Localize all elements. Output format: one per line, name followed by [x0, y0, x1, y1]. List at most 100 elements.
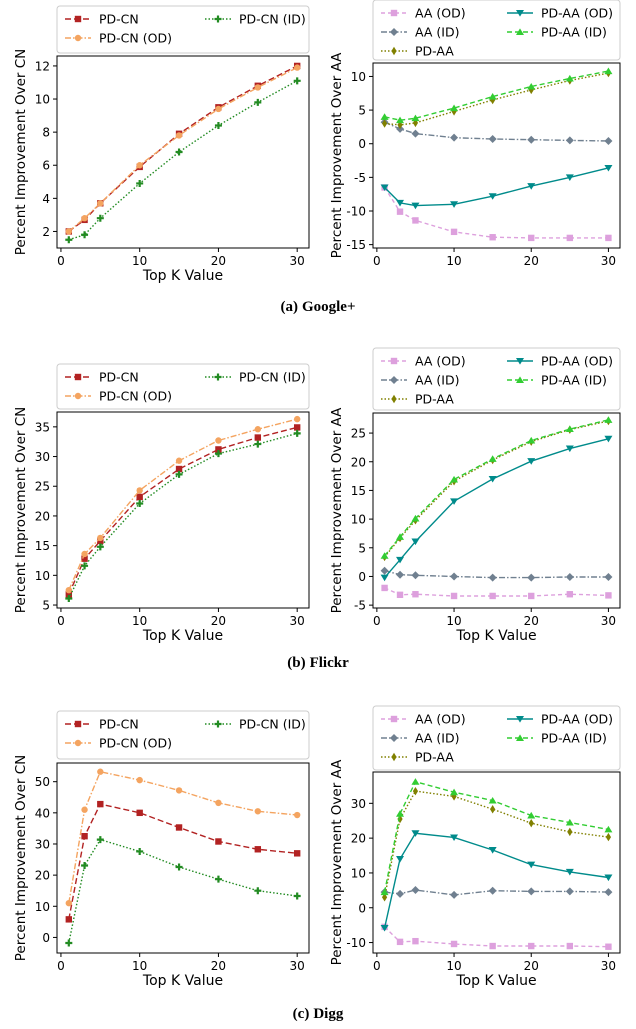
- x-tick-label: 0: [57, 959, 65, 973]
- data-point: [450, 890, 459, 899]
- y-tick-label: 4: [42, 192, 50, 206]
- chart-panel-google-cn: 0 10 20 30 2 4 6 8 10 12 Top K Value Percent Improv…: [13, 5, 310, 284]
- x-tick-label: 20: [211, 959, 226, 973]
- legend-entry-pd-cn: PD-CN: [65, 12, 139, 27]
- series-pd-cn-id: [65, 77, 301, 244]
- legend-marker: [391, 394, 397, 404]
- data-point: [175, 863, 183, 871]
- data-point: [488, 886, 497, 895]
- data-point: [254, 98, 262, 106]
- series-pd-aa-od: [380, 164, 613, 210]
- caption-c-label: (c): [292, 1006, 310, 1022]
- data-point: [412, 937, 419, 945]
- data-point: [215, 437, 222, 444]
- series-line: [68, 838, 298, 944]
- chart-panel-digg-aa: 0 10 20 30 -10 0 10 20 30 Top K Value Percent Impr…: [329, 705, 621, 989]
- y-tick-label: 40: [35, 806, 50, 820]
- data-point: [450, 201, 459, 208]
- series-line: [384, 70, 609, 121]
- data-point: [527, 135, 536, 144]
- data-point: [450, 104, 459, 112]
- data-point: [97, 800, 104, 808]
- legend: AA (OD) PD-AA (OD) AA (ID) PD-AA (ID) PD-AA: [372, 0, 621, 61]
- series-pd-aa-id: [380, 67, 613, 124]
- data-point: [380, 888, 389, 896]
- series-line: [68, 426, 298, 595]
- x-tick-label: 10: [132, 254, 147, 268]
- legend-entry-aa-od: AA (OD): [381, 6, 466, 21]
- data-point: [605, 234, 612, 242]
- series-line: [68, 432, 298, 599]
- data-point: [565, 425, 574, 433]
- data-point: [488, 796, 497, 804]
- data-point: [254, 426, 262, 433]
- data-point: [136, 493, 143, 501]
- data-point: [254, 808, 262, 815]
- legend: AA (OD) PD-AA (OD) AA (ID) PD-AA (ID) PD-AA: [372, 347, 621, 411]
- caption-c-text: Digg: [313, 1006, 344, 1022]
- data-point: [81, 555, 88, 562]
- legend-marker: [516, 734, 524, 741]
- legend-label: PD-CN: [99, 717, 139, 732]
- data-point: [565, 887, 574, 896]
- legend-marker: [214, 720, 222, 728]
- y-tick-label: 0: [358, 137, 366, 151]
- data-point: [81, 806, 88, 813]
- series-line: [384, 72, 609, 126]
- data-point: [450, 133, 459, 142]
- x-tick-label: 0: [57, 254, 65, 268]
- data-point: [380, 574, 389, 582]
- series-pd-cn: [65, 800, 301, 923]
- data-point: [96, 836, 104, 844]
- y-tick-label: 10: [35, 900, 50, 914]
- data-point: [605, 832, 612, 842]
- series-pd-aa-od: [380, 830, 613, 932]
- data-point: [527, 436, 536, 444]
- data-point: [65, 228, 73, 235]
- legend-marker: [390, 357, 398, 365]
- legend-label: PD-CN (ID): [239, 370, 306, 385]
- data-point: [411, 538, 420, 546]
- series-line: [68, 770, 298, 904]
- data-point: [81, 562, 89, 570]
- legend-marker: [214, 373, 222, 381]
- legend-entry-aa-id: AA (ID): [381, 731, 460, 746]
- data-point: [293, 424, 301, 431]
- legend-marker: [74, 34, 82, 42]
- data-point: [214, 122, 222, 130]
- legend-marker: [74, 373, 82, 381]
- legend-entry-pd-cn-od: PD-CN (OD): [65, 736, 172, 751]
- data-point: [215, 105, 222, 113]
- series-aa-od: [381, 923, 612, 950]
- y-tick-label: 8: [42, 126, 50, 140]
- series-aa-od: [381, 584, 612, 600]
- legend-marker: [390, 376, 398, 384]
- data-point: [136, 847, 144, 855]
- legend-label: PD-CN (OD): [99, 736, 172, 751]
- data-point: [396, 856, 405, 863]
- legend-label: PD-CN (OD): [99, 31, 172, 46]
- series-line: [384, 167, 609, 207]
- caption-b-text: Flickr: [309, 655, 349, 671]
- data-point: [380, 184, 389, 192]
- data-point: [97, 534, 104, 542]
- chart-panel-google-aa: 0 10 20 30 -15 -10 -5 0 5 10 Percent Improvement O…: [329, 0, 621, 268]
- y-tick-label: 10: [351, 866, 366, 880]
- data-point: [380, 552, 389, 559]
- y-axis-label: Percent Improvement Over AA: [329, 407, 345, 614]
- plot-frame: [372, 412, 621, 609]
- data-point: [450, 592, 458, 600]
- x-axis-label: Top K Value: [142, 268, 223, 284]
- y-tick-label: 25: [35, 480, 50, 494]
- series-pd-aa-od: [380, 435, 613, 582]
- data-point: [604, 874, 613, 882]
- x-axis-label: Top K Value: [142, 973, 223, 989]
- y-tick-label: -10: [346, 936, 366, 950]
- y-tick-label: 0: [358, 570, 366, 584]
- data-point: [566, 591, 574, 598]
- data-point: [175, 465, 183, 473]
- chart-panel-flickr-aa: 0 10 20 30 -5 0 5 10 15 20 25 Top K Value Percent Im…: [329, 347, 621, 644]
- legend-label: AA (OD): [415, 6, 466, 21]
- y-tick-label: 20: [351, 455, 366, 469]
- legend-label: PD-CN (OD): [99, 389, 172, 404]
